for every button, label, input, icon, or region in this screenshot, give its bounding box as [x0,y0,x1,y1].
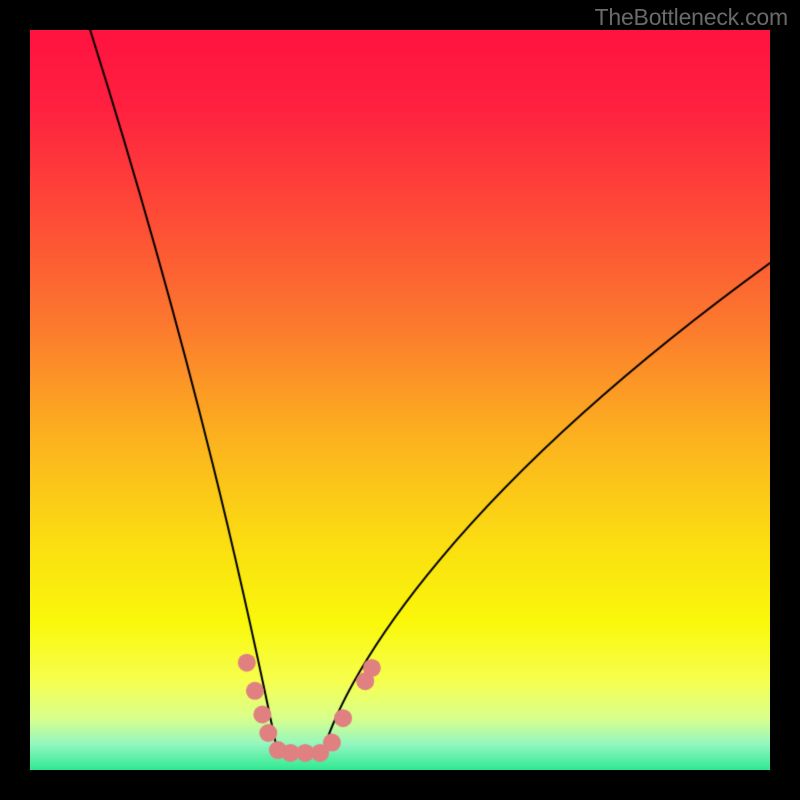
plot-frame [30,30,770,770]
bottleneck-chart-canvas [30,30,770,770]
watermark-text: TheBottleneck.com [595,4,788,31]
